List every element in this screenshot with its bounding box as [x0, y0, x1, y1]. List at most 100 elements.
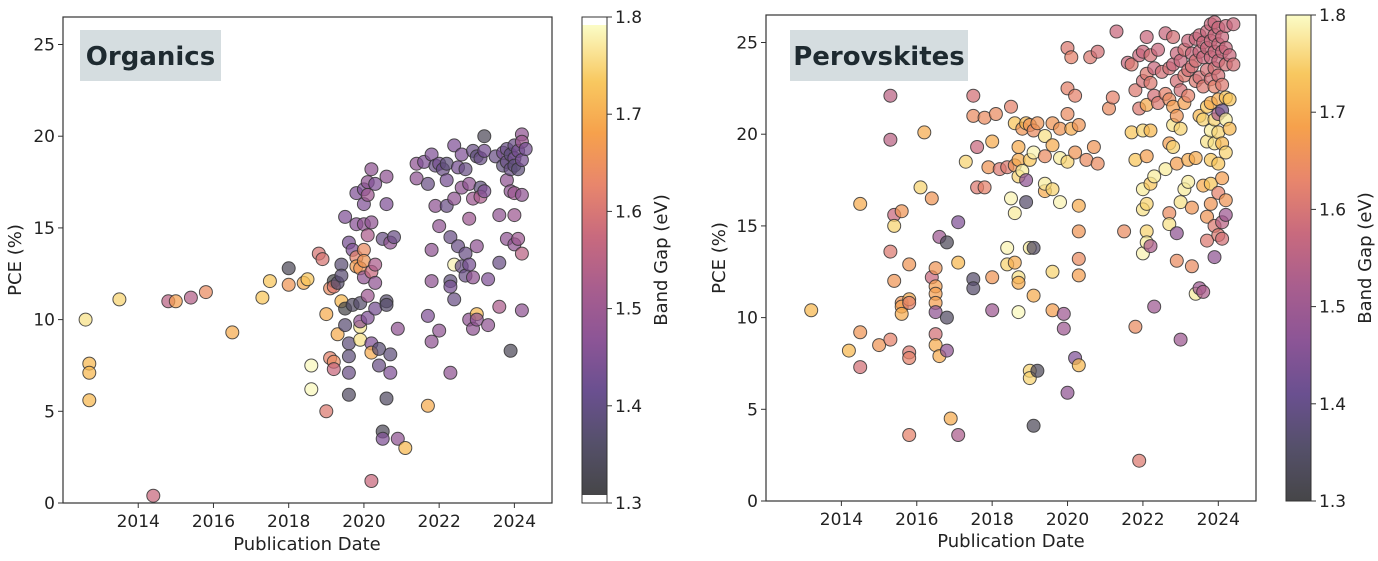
scatter-point [514, 246, 529, 261]
x-tick-label: 2022 [418, 512, 461, 532]
scatter-point [398, 441, 413, 455]
scatter-point [146, 488, 161, 503]
colorbar-frame [1285, 14, 1312, 502]
scatter-point [913, 180, 928, 195]
colorbar-label: Band Gap (eV) [1355, 192, 1376, 324]
scatter-point [1056, 321, 1071, 336]
y-tick-label: 10 [33, 311, 55, 331]
scatter-point [255, 290, 270, 305]
scatter-point [1071, 198, 1086, 213]
scatter-point [326, 362, 341, 377]
scatter-point [469, 312, 484, 327]
scatter-point [462, 257, 477, 272]
scatter-point [1203, 176, 1218, 191]
scatter-point [447, 292, 462, 307]
scatter-point [481, 272, 496, 287]
scatter-point [943, 411, 958, 426]
scatter-point [443, 230, 458, 245]
scatter-point [360, 288, 375, 303]
scatter-point [939, 235, 954, 250]
scatter-point [1053, 195, 1067, 210]
scatter-point [1184, 200, 1199, 215]
perovskites-panel: Perovskites 2014 2016 2018 2020 2022 2024 0 5 1… [709, 6, 1376, 552]
scatter-points [804, 15, 1241, 468]
y-axis: 0 5 10 15 20 25 [736, 34, 766, 512]
scatter-point [383, 347, 398, 362]
scatter-point [902, 295, 917, 310]
scatter-point [1143, 123, 1158, 138]
scatter-point [917, 125, 932, 140]
scatter-point [315, 252, 330, 267]
scatter-point [1056, 306, 1071, 321]
scatter-point [1196, 284, 1211, 299]
scatter-point [319, 404, 334, 419]
scatter-point [1222, 92, 1237, 107]
x-tick-label: 2024 [493, 512, 536, 532]
scatter-point [1090, 156, 1105, 171]
scatter-point [477, 143, 492, 158]
scatter-point [1151, 42, 1165, 57]
scatter-point [804, 303, 819, 318]
scatter-point [1011, 275, 1026, 290]
scatter-point [1132, 453, 1147, 468]
scatter-point [364, 474, 379, 488]
scatter-point [1188, 151, 1203, 165]
scatter-point [168, 294, 183, 309]
scatter-point [883, 132, 898, 147]
scatter-point [304, 382, 319, 397]
scatter-point [1037, 149, 1052, 164]
scatter-point [981, 160, 996, 175]
scatter-point [1007, 206, 1022, 221]
scatter-point [507, 208, 522, 223]
scatter-point [985, 134, 1000, 149]
scatter-point [1218, 193, 1233, 208]
scatter-point [1184, 259, 1199, 274]
x-tick-label: 2018 [267, 512, 310, 532]
scatter-point [112, 292, 127, 307]
scatter-point [1124, 125, 1139, 140]
scatter-point [1026, 240, 1041, 255]
scatter-point [477, 184, 492, 199]
scatter-point [1071, 224, 1086, 239]
colorbar-tick-label: 1.6 [615, 202, 642, 222]
scatter-point [304, 358, 319, 373]
organics-panel: Organics 2014 2016 2018 2020 2022 2024 0 5 10 15… [5, 8, 672, 555]
scatter-points [78, 127, 533, 503]
scatter-point [970, 140, 985, 154]
scatter-point [514, 303, 529, 318]
scatter-point [183, 290, 198, 305]
scatter-point [1045, 182, 1060, 197]
panel-title: Perovskites [793, 42, 965, 72]
scatter-point [894, 306, 909, 321]
scatter-point [902, 257, 917, 272]
scatter-point [951, 215, 966, 230]
scatter-point [1026, 288, 1041, 303]
scatter-point [447, 138, 462, 153]
scatter-point [372, 358, 386, 373]
scatter-point [443, 365, 458, 380]
scatter-point [341, 387, 356, 402]
scatter-point [1045, 138, 1060, 153]
scatter-point [1147, 299, 1162, 314]
scatter-point [432, 323, 447, 338]
scatter-point [887, 273, 902, 288]
scatter-point [1128, 319, 1143, 334]
scatter-point [1215, 77, 1230, 92]
scatter-point [341, 365, 356, 380]
scatter-point [1139, 149, 1154, 164]
scatter-point [988, 107, 1003, 121]
scatter-point [477, 129, 492, 144]
scatter-point [1030, 363, 1045, 378]
scatter-point [1215, 171, 1230, 186]
colorbar-gradient [582, 25, 607, 495]
scatter-point [1226, 57, 1241, 72]
scatter-point [1105, 90, 1120, 105]
scatter-point [951, 255, 966, 270]
scatter-point [958, 154, 973, 169]
scatter-point [883, 332, 898, 347]
scatter-point [360, 187, 375, 202]
scatter-point [420, 176, 435, 191]
scatter-point [469, 239, 484, 254]
scatter-point [1068, 88, 1083, 103]
scatter-point [1060, 154, 1075, 169]
